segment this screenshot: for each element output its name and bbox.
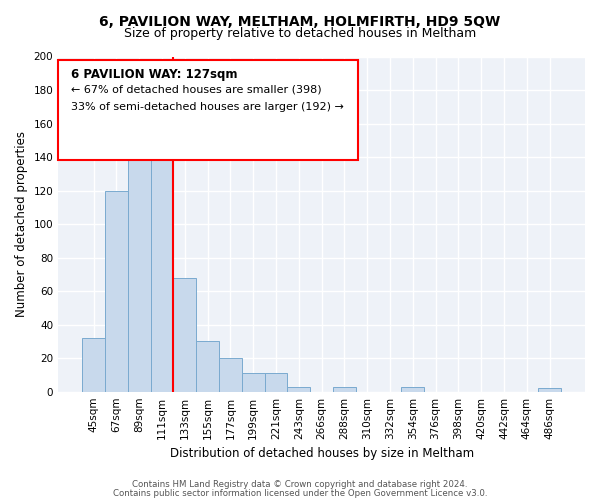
- Text: Contains public sector information licensed under the Open Government Licence v3: Contains public sector information licen…: [113, 488, 487, 498]
- Bar: [538, 388, 561, 392]
- Y-axis label: Number of detached properties: Number of detached properties: [15, 131, 28, 317]
- Bar: [128, 157, 151, 392]
- Text: ← 67% of detached houses are smaller (398): ← 67% of detached houses are smaller (39…: [71, 85, 322, 95]
- Bar: [105, 190, 128, 392]
- Text: Contains HM Land Registry data © Crown copyright and database right 2024.: Contains HM Land Registry data © Crown c…: [132, 480, 468, 489]
- X-axis label: Distribution of detached houses by size in Meltham: Distribution of detached houses by size …: [170, 447, 473, 460]
- Text: Size of property relative to detached houses in Meltham: Size of property relative to detached ho…: [124, 28, 476, 40]
- FancyBboxPatch shape: [58, 60, 358, 160]
- Bar: [242, 373, 265, 392]
- Bar: [333, 386, 356, 392]
- Bar: [265, 373, 287, 392]
- Bar: [196, 342, 219, 392]
- Bar: [173, 278, 196, 392]
- Text: 33% of semi-detached houses are larger (192) →: 33% of semi-detached houses are larger (…: [71, 102, 344, 112]
- Bar: [287, 386, 310, 392]
- Bar: [219, 358, 242, 392]
- Bar: [151, 138, 173, 392]
- Bar: [82, 338, 105, 392]
- Bar: [401, 386, 424, 392]
- Text: 6 PAVILION WAY: 127sqm: 6 PAVILION WAY: 127sqm: [71, 68, 238, 81]
- Text: 6, PAVILION WAY, MELTHAM, HOLMFIRTH, HD9 5QW: 6, PAVILION WAY, MELTHAM, HOLMFIRTH, HD9…: [100, 15, 500, 29]
